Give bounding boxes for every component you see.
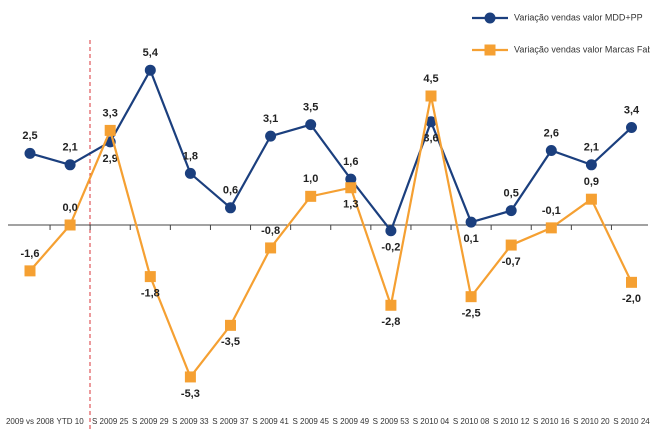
data-label: 0,6 — [223, 185, 238, 197]
x-tick-label: S 2010 24 — [613, 417, 650, 426]
data-label: -2,8 — [381, 316, 400, 328]
data-label: -0,8 — [261, 225, 280, 237]
data-label: 3,4 — [624, 104, 640, 116]
x-tick-label: S 2009 25 — [92, 417, 129, 426]
data-label: 1,6 — [343, 156, 358, 168]
data-label: 1,8 — [183, 150, 198, 162]
x-tick-label: S 2010 16 — [533, 417, 570, 426]
marker — [385, 225, 397, 237]
legend-marker — [484, 12, 496, 24]
x-tick-label: S 2010 08 — [453, 417, 490, 426]
data-label: 2,9 — [103, 153, 118, 165]
data-label: 3,5 — [303, 102, 318, 114]
marker — [184, 167, 196, 179]
marker — [104, 124, 116, 136]
data-label: 3,3 — [103, 107, 118, 119]
data-label: -3,5 — [221, 336, 240, 348]
data-label: -0,1 — [542, 205, 561, 217]
x-tick-label: S 2009 45 — [292, 417, 329, 426]
marker — [465, 291, 477, 303]
x-tick-label: YTD 10 — [57, 417, 85, 426]
marker — [545, 222, 557, 234]
marker — [425, 90, 437, 102]
data-label: 0,5 — [504, 188, 519, 200]
data-label: 2,5 — [22, 130, 37, 142]
marker — [585, 159, 597, 171]
legend-label: Variação vendas valor Marcas Fabricantes — [514, 44, 650, 54]
x-tick-label: S 2010 04 — [413, 417, 450, 426]
data-label: -1,6 — [21, 248, 40, 260]
x-tick-label: S 2009 37 — [212, 417, 249, 426]
series-line — [29, 95, 633, 380]
marker — [385, 299, 397, 311]
marker — [305, 119, 317, 131]
data-label: -1,8 — [141, 288, 160, 300]
marker — [265, 242, 277, 254]
marker — [345, 182, 357, 194]
data-label: 1,3 — [343, 199, 358, 211]
x-tick-label: S 2010 12 — [493, 417, 530, 426]
data-label: 0,1 — [463, 233, 478, 245]
x-tick-label: S 2009 53 — [373, 417, 410, 426]
marker — [265, 130, 277, 142]
x-tick-label: S 2009 33 — [172, 417, 209, 426]
marker — [144, 64, 156, 76]
data-label: 1,0 — [303, 173, 318, 185]
marker — [24, 265, 36, 277]
marker — [505, 205, 517, 217]
marker — [345, 173, 357, 185]
legend-marker — [484, 44, 496, 56]
marker — [626, 122, 637, 134]
marker — [64, 219, 76, 231]
data-label: 0,9 — [584, 176, 599, 188]
marker — [144, 271, 156, 283]
data-label: -5,3 — [181, 388, 200, 400]
data-label: 5,4 — [143, 47, 159, 59]
marker — [225, 319, 236, 331]
x-tick-label: S 2009 29 — [132, 417, 169, 426]
marker — [305, 190, 317, 202]
marker — [425, 116, 437, 128]
data-label: 4,5 — [423, 73, 438, 85]
x-tick-label: S 2009 49 — [333, 417, 370, 426]
x-tick-label: 2009 vs 2008 — [6, 417, 55, 426]
data-label: 0,0 — [62, 202, 77, 214]
data-label: -2,0 — [622, 293, 641, 305]
data-label: 3,6 — [423, 133, 438, 145]
data-label: 2,1 — [62, 142, 77, 154]
marker — [465, 216, 477, 228]
marker — [24, 147, 36, 159]
data-label: 3,1 — [263, 113, 278, 125]
series-line — [29, 67, 633, 233]
data-label: 2,6 — [544, 127, 559, 139]
legend-label: Variação vendas valor MDD+PP — [514, 12, 643, 22]
marker — [64, 159, 76, 171]
marker — [225, 202, 236, 214]
marker — [545, 144, 557, 156]
marker — [626, 276, 637, 288]
data-label: -0,2 — [381, 242, 400, 254]
data-label: 2,1 — [584, 142, 599, 154]
data-label: -2,5 — [462, 308, 481, 320]
marker — [505, 239, 517, 251]
data-label: -0,7 — [502, 256, 521, 268]
x-tick-label: S 2009 41 — [252, 417, 289, 426]
marker — [585, 193, 597, 205]
marker — [184, 371, 196, 383]
x-tick-label: S 2010 20 — [573, 417, 610, 426]
